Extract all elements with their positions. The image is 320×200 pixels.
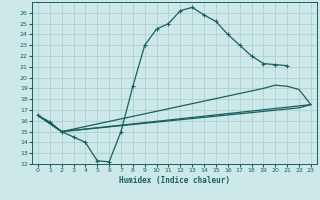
X-axis label: Humidex (Indice chaleur): Humidex (Indice chaleur): [119, 176, 230, 185]
